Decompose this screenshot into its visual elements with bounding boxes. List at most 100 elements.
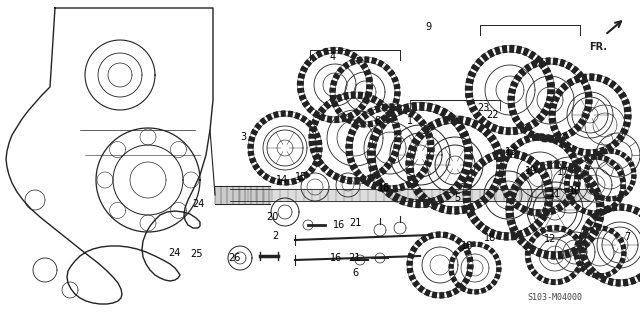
Polygon shape (508, 191, 516, 197)
Polygon shape (309, 134, 315, 138)
Polygon shape (464, 162, 472, 167)
Text: 22: 22 (486, 110, 499, 121)
Polygon shape (488, 50, 494, 57)
Polygon shape (597, 210, 604, 214)
Polygon shape (558, 279, 563, 284)
Polygon shape (431, 202, 438, 210)
Polygon shape (515, 151, 520, 158)
Polygon shape (313, 161, 319, 167)
Polygon shape (574, 124, 581, 131)
Polygon shape (588, 210, 592, 215)
Polygon shape (566, 63, 572, 70)
Polygon shape (400, 184, 405, 190)
Polygon shape (525, 258, 531, 263)
Polygon shape (465, 205, 472, 211)
Polygon shape (403, 107, 408, 114)
Polygon shape (395, 92, 400, 96)
Polygon shape (508, 103, 515, 108)
Polygon shape (603, 226, 607, 231)
Polygon shape (500, 150, 505, 158)
Text: 13: 13 (504, 146, 517, 157)
Polygon shape (491, 124, 497, 132)
Polygon shape (453, 288, 459, 294)
Polygon shape (522, 127, 528, 134)
Polygon shape (407, 261, 412, 265)
Polygon shape (461, 169, 470, 175)
Polygon shape (307, 121, 312, 127)
Polygon shape (606, 272, 611, 277)
Polygon shape (388, 157, 396, 163)
Polygon shape (351, 53, 357, 59)
Polygon shape (472, 64, 479, 71)
Polygon shape (467, 211, 475, 218)
Polygon shape (439, 205, 445, 212)
Polygon shape (546, 195, 553, 199)
Polygon shape (580, 233, 586, 238)
Polygon shape (565, 250, 570, 258)
Polygon shape (365, 57, 369, 62)
Polygon shape (463, 198, 470, 203)
Polygon shape (440, 293, 444, 298)
Polygon shape (572, 159, 579, 165)
Polygon shape (589, 189, 595, 193)
Polygon shape (308, 167, 315, 173)
Polygon shape (378, 61, 383, 67)
Polygon shape (591, 154, 595, 159)
Polygon shape (481, 196, 488, 204)
Polygon shape (620, 204, 624, 210)
Polygon shape (340, 113, 346, 119)
Text: 7: 7 (624, 232, 630, 242)
Polygon shape (304, 172, 310, 178)
Polygon shape (551, 252, 555, 259)
Polygon shape (390, 116, 397, 122)
Polygon shape (528, 209, 533, 215)
Polygon shape (608, 278, 613, 285)
Polygon shape (582, 226, 589, 232)
Polygon shape (460, 131, 468, 138)
Polygon shape (551, 280, 555, 285)
Polygon shape (277, 179, 282, 185)
Polygon shape (394, 185, 397, 192)
Polygon shape (303, 101, 309, 107)
Polygon shape (469, 169, 477, 176)
Polygon shape (424, 161, 431, 167)
Polygon shape (317, 148, 322, 152)
Text: 11: 11 (548, 189, 561, 199)
Text: 19: 19 (525, 166, 538, 176)
Polygon shape (547, 161, 552, 168)
Polygon shape (345, 49, 350, 56)
Polygon shape (534, 56, 541, 63)
Polygon shape (465, 86, 472, 90)
Polygon shape (500, 163, 506, 168)
Polygon shape (549, 118, 556, 123)
Polygon shape (589, 227, 594, 232)
Polygon shape (532, 119, 539, 126)
Polygon shape (406, 181, 412, 188)
Polygon shape (571, 146, 577, 153)
Polygon shape (440, 108, 447, 117)
Polygon shape (371, 172, 380, 179)
Polygon shape (413, 281, 419, 287)
Polygon shape (575, 241, 580, 246)
Polygon shape (338, 67, 344, 73)
Polygon shape (577, 72, 584, 78)
Polygon shape (411, 246, 417, 252)
Polygon shape (313, 154, 320, 160)
Polygon shape (578, 262, 584, 266)
Polygon shape (317, 160, 323, 166)
Polygon shape (463, 191, 470, 195)
Polygon shape (586, 150, 590, 156)
Polygon shape (616, 150, 620, 155)
Polygon shape (546, 75, 553, 80)
Polygon shape (356, 117, 363, 123)
Polygon shape (528, 130, 534, 137)
Text: 15: 15 (294, 172, 307, 182)
Polygon shape (506, 149, 513, 156)
Polygon shape (597, 75, 602, 82)
Polygon shape (540, 134, 544, 140)
Text: S103-M04000: S103-M04000 (527, 293, 582, 302)
Polygon shape (547, 135, 552, 142)
Polygon shape (380, 167, 386, 174)
Polygon shape (451, 116, 455, 123)
Polygon shape (495, 274, 500, 279)
